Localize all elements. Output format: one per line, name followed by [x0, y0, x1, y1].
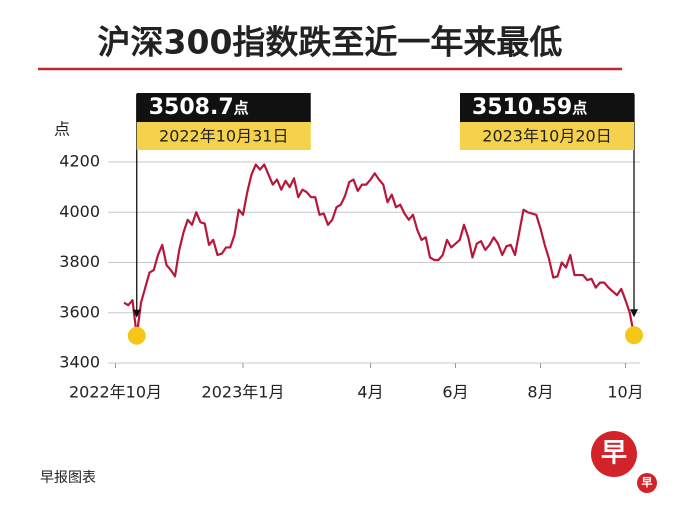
- x-tick-label: 4月: [357, 383, 383, 402]
- annotation-value: 3510.59点: [472, 95, 587, 120]
- annotation-value-number: 3508.7: [149, 95, 234, 120]
- arrow-head: [630, 309, 638, 318]
- logo-small: [637, 473, 657, 493]
- logo-text: 早: [601, 439, 627, 469]
- annotation-date: 2022年10月31日: [159, 127, 288, 146]
- annotation-box: [136, 93, 311, 122]
- x-tick-label: 6月: [442, 383, 468, 402]
- y-tick-label: 4200: [59, 152, 100, 171]
- y-tick-label: 3800: [59, 252, 100, 271]
- annotation-value-number: 3510.59: [472, 95, 572, 120]
- source: 早报图表: [40, 470, 96, 486]
- y-axis-label: 点: [54, 120, 70, 139]
- x-tick-label: 10月: [607, 383, 643, 402]
- logo-small-text: 早: [642, 476, 653, 489]
- y-tick-label: 4000: [59, 202, 100, 221]
- y-tick-label: 3400: [59, 353, 100, 372]
- logo: [591, 431, 637, 477]
- annotation-unit: 点: [572, 99, 587, 117]
- annotation-date-box: [136, 122, 311, 150]
- annotation-box: [460, 93, 634, 122]
- annotation-unit: 点: [234, 99, 249, 117]
- point-marker: [127, 326, 146, 345]
- annotation-date-box: [460, 122, 634, 150]
- y-tick-label: 3600: [59, 302, 100, 321]
- annotation-value: 3508.7点: [149, 95, 249, 120]
- point-marker: [625, 326, 643, 345]
- line: [123, 163, 636, 337]
- x-tick-label: 2023年1月: [202, 383, 285, 402]
- annotation-date: 2023年10月20日: [482, 127, 611, 146]
- x-tick-label: 2022年10月: [69, 383, 162, 402]
- arrow-head: [132, 309, 141, 318]
- chart-title: 沪深300指数跌至近一年来最低: [98, 23, 563, 62]
- x-tick-label: 8月: [527, 383, 553, 402]
